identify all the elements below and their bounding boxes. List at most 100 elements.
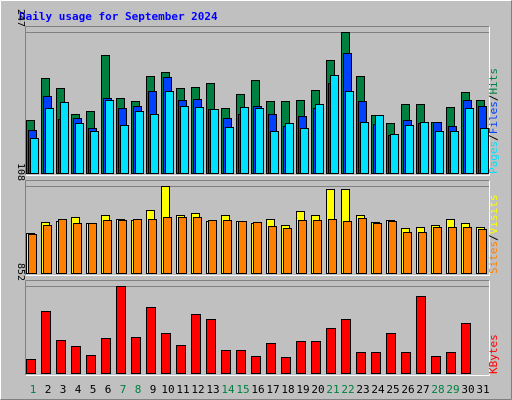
legend-entry: Pages [487, 141, 500, 174]
day-label: 23 [356, 383, 369, 396]
bar-pages [420, 122, 429, 174]
bar-sites [448, 227, 457, 274]
bar-sites [193, 217, 202, 274]
day-label: 14 [221, 383, 235, 396]
day-label: 9 [150, 383, 157, 396]
bar-sites [73, 223, 82, 274]
bar-kbytes [131, 337, 141, 374]
bar-sites [478, 229, 487, 274]
bar-kbytes [161, 333, 171, 374]
series-sites [28, 217, 487, 274]
day-label: 28 [431, 383, 444, 396]
bar-kbytes [296, 341, 306, 374]
bar-sites [43, 225, 52, 274]
bar-kbytes [206, 319, 216, 374]
bar-sites [103, 220, 112, 274]
bar-pages [240, 107, 249, 174]
bar-sites [358, 218, 367, 274]
bar-sites [373, 223, 382, 274]
bar-pages [300, 128, 309, 174]
day-label: 15 [236, 383, 249, 396]
bar-sites [463, 227, 472, 274]
chart-title: Daily usage for September 2024 [19, 10, 218, 23]
bar-pages [165, 91, 174, 174]
series-kbytes [26, 286, 471, 374]
day-label: 4 [75, 383, 82, 396]
bar-sites [58, 219, 67, 274]
bar-sites [343, 221, 352, 274]
bar-sites [178, 217, 187, 274]
bar-kbytes [41, 311, 51, 374]
bar-kbytes [146, 307, 156, 374]
day-labels: 1 2 3 4 5 6 7 8 9 10 11 12 13 14 15 16 17 18 19 20 21 22 23 24 2… [30, 383, 490, 396]
bar-kbytes [416, 296, 426, 374]
bar-kbytes [461, 323, 471, 374]
day-label: 29 [446, 383, 459, 396]
bar-sites [208, 220, 217, 274]
bar-kbytes [26, 359, 36, 374]
bar-kbytes [401, 352, 411, 374]
legend-entry: / [487, 134, 500, 141]
max-label: 852 [15, 263, 26, 281]
day-label: 8 [135, 383, 142, 396]
bar-pages [30, 138, 39, 174]
day-label: 7 [120, 383, 127, 396]
bar-pages [75, 123, 84, 174]
bar-kbytes [101, 338, 111, 374]
bar-pages [225, 127, 234, 174]
day-label: 13 [206, 383, 219, 396]
bar-kbytes [266, 343, 276, 374]
bar-kbytes [191, 314, 201, 374]
bar-pages [105, 100, 114, 174]
bar-kbytes [446, 352, 456, 374]
bar-sites [433, 227, 442, 274]
day-label: 1 [30, 383, 37, 396]
bar-sites [163, 217, 172, 274]
day-label: 18 [281, 383, 294, 396]
legend-entry: Sites [487, 241, 500, 274]
bar-kbytes [386, 333, 396, 374]
bar-kbytes [431, 356, 441, 374]
bar-pages [45, 108, 54, 174]
bar-pages [480, 128, 489, 174]
bar-kbytes [71, 346, 81, 374]
day-label: 24 [371, 383, 385, 396]
max-label: 108 [15, 163, 26, 181]
bar-kbytes [221, 350, 231, 374]
day-label: 19 [296, 383, 309, 396]
bar-pages [435, 131, 444, 174]
bar-pages [375, 115, 384, 174]
day-label: 12 [191, 383, 204, 396]
day-label: 30 [461, 383, 474, 396]
bar-pages [285, 123, 294, 174]
legend: KBytes [487, 334, 500, 374]
bar-kbytes [326, 328, 336, 374]
bar-pages [465, 108, 474, 174]
bar-sites [253, 222, 262, 274]
bar-sites [403, 232, 412, 274]
bar-sites [328, 219, 337, 274]
bar-pages [345, 91, 354, 174]
legend: Sites/Visits [487, 195, 500, 275]
bar-pages [315, 104, 324, 174]
day-label: 21 [326, 383, 339, 396]
bar-pages [120, 125, 129, 174]
bar-sites [268, 226, 277, 274]
bar-pages [450, 131, 459, 174]
day-label: 17 [266, 383, 279, 396]
day-label: 16 [251, 383, 264, 396]
legend-entry: / [487, 234, 500, 241]
day-label: 22 [341, 383, 354, 396]
bar-kbytes [251, 356, 261, 374]
legend-entry: / [487, 95, 500, 102]
bar-sites [238, 221, 247, 274]
bar-pages [270, 131, 279, 174]
bar-pages [60, 102, 69, 174]
day-label: 3 [60, 383, 67, 396]
bar-sites [88, 223, 97, 274]
bar-sites [148, 219, 157, 274]
bar-pages [405, 125, 414, 174]
bar-kbytes [371, 352, 381, 374]
